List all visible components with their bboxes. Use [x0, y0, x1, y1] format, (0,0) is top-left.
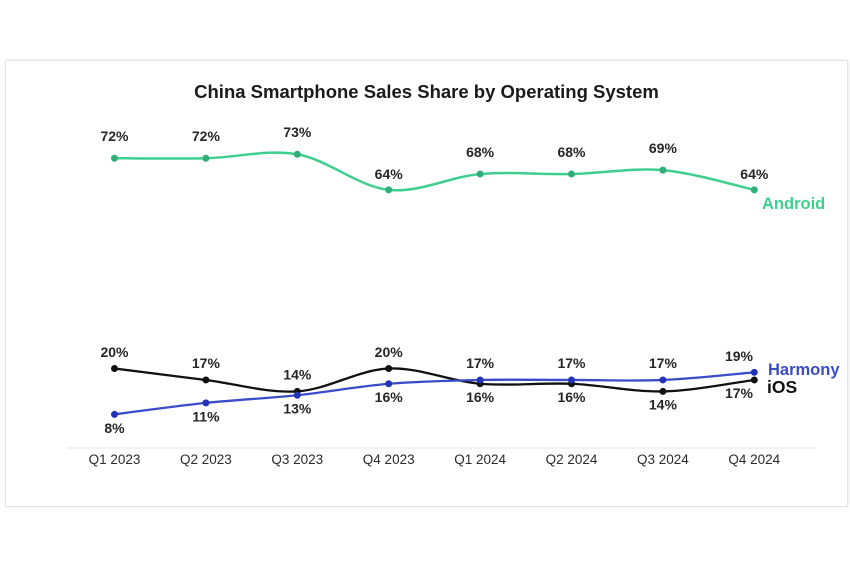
svg-text:16%: 16%	[375, 389, 404, 405]
svg-text:17%: 17%	[557, 355, 586, 371]
svg-text:17%: 17%	[725, 385, 754, 401]
svg-text:Android: Android	[762, 195, 825, 213]
svg-text:Q2 2024: Q2 2024	[546, 452, 598, 467]
svg-text:68%: 68%	[557, 144, 586, 160]
svg-text:64%: 64%	[740, 166, 769, 182]
svg-text:Q4 2024: Q4 2024	[728, 452, 780, 467]
svg-text:14%: 14%	[649, 397, 678, 413]
svg-text:Q1 2023: Q1 2023	[89, 452, 141, 467]
svg-text:72%: 72%	[192, 128, 221, 144]
svg-text:16%: 16%	[466, 389, 495, 405]
svg-text:11%: 11%	[192, 409, 220, 425]
svg-text:8%: 8%	[104, 420, 125, 436]
svg-text:Q3 2024: Q3 2024	[637, 452, 689, 467]
svg-text:14%: 14%	[283, 367, 312, 383]
svg-text:16%: 16%	[557, 389, 586, 405]
svg-text:iOS: iOS	[767, 377, 797, 397]
svg-text:17%: 17%	[466, 355, 495, 371]
svg-text:Q1 2024: Q1 2024	[454, 452, 506, 467]
svg-text:13%: 13%	[283, 401, 312, 417]
svg-text:Q4 2023: Q4 2023	[363, 452, 415, 467]
svg-text:17%: 17%	[192, 355, 221, 371]
svg-text:17%: 17%	[649, 355, 678, 371]
svg-text:72%: 72%	[100, 128, 129, 144]
svg-text:69%: 69%	[649, 140, 678, 156]
svg-text:20%: 20%	[100, 344, 129, 360]
svg-text:Q3 2023: Q3 2023	[271, 452, 323, 467]
svg-text:20%: 20%	[375, 344, 404, 360]
svg-text:Q2 2023: Q2 2023	[180, 452, 232, 467]
svg-text:73%: 73%	[283, 124, 312, 140]
svg-text:68%: 68%	[466, 144, 495, 160]
svg-text:64%: 64%	[375, 166, 404, 182]
svg-text:19%: 19%	[725, 348, 754, 364]
